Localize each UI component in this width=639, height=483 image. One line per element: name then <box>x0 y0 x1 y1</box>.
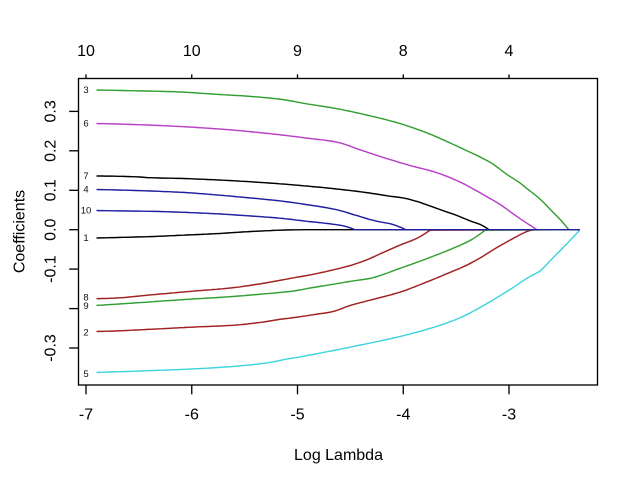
svg-text:8: 8 <box>399 43 408 60</box>
svg-text:4: 4 <box>505 43 514 60</box>
svg-text:9: 9 <box>83 301 88 312</box>
svg-text:Log Lambda: Log Lambda <box>294 447 383 464</box>
svg-text:10: 10 <box>183 43 201 60</box>
svg-text:6: 6 <box>83 119 88 130</box>
svg-text:0.2: 0.2 <box>43 140 60 162</box>
svg-text:7: 7 <box>83 171 88 182</box>
svg-text:-0.1: -0.1 <box>43 255 60 283</box>
svg-text:2: 2 <box>83 328 88 339</box>
svg-text:10: 10 <box>81 206 92 217</box>
svg-text:9: 9 <box>293 43 302 60</box>
svg-text:-6: -6 <box>185 407 199 424</box>
svg-text:-3: -3 <box>502 407 516 424</box>
svg-text:-0.3: -0.3 <box>43 334 60 362</box>
svg-text:0.0: 0.0 <box>43 218 60 240</box>
svg-text:-4: -4 <box>396 407 410 424</box>
svg-text:-5: -5 <box>290 407 304 424</box>
svg-text:4: 4 <box>83 185 88 196</box>
svg-text:10: 10 <box>77 43 95 60</box>
svg-text:5: 5 <box>83 369 88 380</box>
svg-text:-7: -7 <box>79 407 93 424</box>
svg-text:0.1: 0.1 <box>43 179 60 201</box>
svg-text:8: 8 <box>83 293 88 304</box>
svg-text:0.3: 0.3 <box>43 100 60 122</box>
svg-text:Coefficients: Coefficients <box>12 190 29 273</box>
svg-text:1: 1 <box>83 233 88 244</box>
svg-text:3: 3 <box>83 85 88 96</box>
